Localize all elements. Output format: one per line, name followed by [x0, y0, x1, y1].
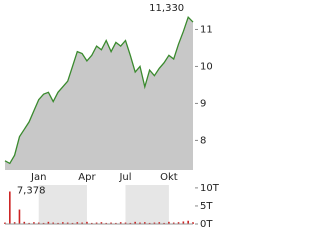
volume-bar — [4, 222, 6, 224]
volume-bar — [124, 222, 127, 224]
y-tick-label: 0T — [200, 219, 213, 230]
y-tick-label: 8 — [200, 135, 206, 146]
volume-bar — [95, 222, 98, 224]
y-tick-label: 9 — [200, 98, 206, 109]
area — [5, 17, 193, 171]
volume-bar — [28, 222, 30, 224]
volume-bar — [182, 221, 185, 224]
volume-bar — [115, 222, 117, 224]
volume-bar — [52, 222, 55, 224]
volume-bar — [9, 191, 11, 224]
volume-bar — [105, 222, 108, 224]
volume-bar — [119, 222, 122, 224]
volume-bar — [143, 222, 146, 224]
chart: 8 9 10 11 7,378 11,330 Jan Apr Jul Okt 0T 5T 10T — [4, 3, 220, 230]
volume-bar — [37, 222, 40, 224]
extreme-label: 7,378 — [17, 185, 46, 196]
x-tick-label: Apr — [78, 172, 96, 183]
volume-bar — [90, 222, 93, 224]
volume-bar — [86, 221, 88, 224]
quarter-band — [38, 185, 87, 224]
volume-bar — [168, 221, 170, 224]
volume-bar — [66, 222, 69, 224]
y-tick-label: 11 — [200, 24, 213, 35]
volume-bar — [62, 222, 64, 224]
volume-bar — [71, 222, 74, 224]
y-tick-label: 10T — [200, 183, 220, 194]
volume-bar — [139, 222, 141, 224]
volume-bar — [148, 222, 151, 224]
volume-bar — [134, 221, 136, 224]
volume-bar — [172, 222, 175, 224]
volume-bar — [23, 221, 26, 224]
volume-bar — [76, 222, 79, 224]
volume-bar — [129, 222, 132, 224]
x-tick-label: Jan — [30, 172, 46, 183]
volume-bar — [163, 222, 165, 224]
volume-bar — [13, 222, 16, 224]
volume-bar — [33, 222, 35, 224]
volume-bar — [100, 222, 103, 224]
quarter-band — [125, 185, 169, 224]
x-tick-label: Jul — [118, 172, 131, 183]
volume-bar — [187, 220, 189, 224]
volume-bar — [153, 222, 156, 224]
volume-bar — [192, 222, 194, 224]
y-tick-label: 10 — [200, 61, 213, 72]
volume-bar — [47, 221, 50, 224]
price-line — [4, 15, 194, 165]
volume-bar — [42, 222, 45, 224]
x-tick-label: Okt — [160, 172, 178, 183]
y-tick-label: 5T — [200, 201, 213, 212]
volume-bar — [158, 222, 161, 224]
extreme-label: 11,330 — [149, 3, 184, 14]
volume-bar — [110, 222, 112, 224]
volume-bar — [81, 222, 83, 224]
volume-bar — [57, 222, 59, 224]
volume-bar — [18, 209, 21, 224]
volume-bar — [177, 222, 180, 224]
